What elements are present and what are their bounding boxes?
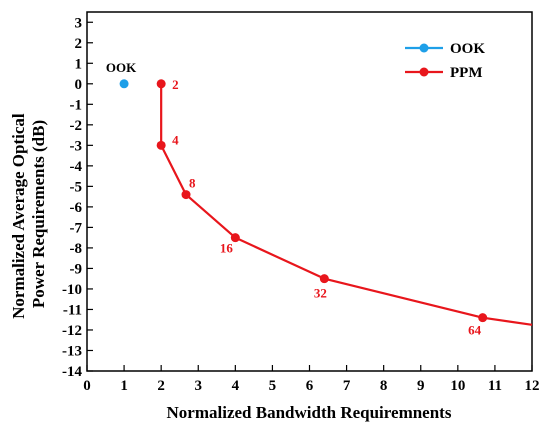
legend-label-ook: OOK [450,41,485,57]
y-tick-label: -10 [62,282,82,298]
ppm-point-label: 32 [314,286,327,301]
x-tick-label: 6 [306,378,314,394]
y-tick-label: -13 [62,343,82,359]
x-tick-label: 4 [232,378,240,394]
x-tick-label: 12 [525,378,540,394]
ook-point [119,79,129,89]
tick-marks [86,21,533,372]
x-tick-label: 9 [417,378,425,394]
y-axis-title-line-2: Power Requirements (dB) [29,120,48,308]
ppm-point [181,190,191,200]
y-tick-label: -4 [70,159,83,175]
ppm-point [478,313,488,323]
y-tick-label: -9 [70,261,83,277]
x-axis-title: Normalized Bandwidth Requiremnents [167,403,452,422]
x-tick-label: 5 [269,378,277,394]
ppm-point-label: 8 [189,176,196,191]
x-tick-label: 7 [343,378,351,394]
ppm-point [230,233,240,243]
series: 2 4 8 16 32 64 OOK [106,60,533,338]
ppm-point-label: 16 [220,241,234,256]
x-tick-label: 11 [488,378,502,394]
y-tick-label: 2 [75,36,83,52]
x-tick-label: 2 [157,378,165,394]
y-tick-label: -12 [62,323,82,339]
y-axis-title-line-1: Normalized Average Optical [9,113,28,319]
legend-label-ppm: PPM [450,65,482,81]
y-tick-label: -5 [70,179,83,195]
y-tick-labels: 3 2 1 0 -1 -2 -3 -4 -5 -6 -7 -8 -9 -10 -11 -12 -13 -14 [62,15,82,380]
ppm-point [156,79,166,89]
x-tick-label: 8 [380,378,388,394]
y-tick-label: -6 [70,200,83,216]
y-tick-label: -11 [63,302,82,318]
y-tick-label: -7 [70,220,83,236]
series-line-ppm [160,83,533,326]
y-tick-label: -1 [70,97,83,113]
ppm-point-label: 4 [172,132,179,147]
x-tick-label: 1 [120,378,128,394]
ppm-point [156,140,166,150]
y-axis-title: Normalized Average Optical Power Require… [9,109,48,319]
x-tick-label: 3 [195,378,203,394]
y-tick-label: 3 [75,15,83,31]
y-tick-label: -2 [70,118,83,134]
y-tick-label: 0 [75,77,83,93]
y-tick-label: -3 [70,138,83,154]
x-tick-labels: 0 1 2 3 4 5 6 7 8 9 10 11 12 [83,378,539,394]
ppm-point-label: 64 [468,323,482,338]
y-tick-label: 1 [75,56,83,72]
legend: OOK PPM [405,41,485,81]
ook-point-label: OOK [106,60,137,75]
ppm-point [319,274,329,284]
y-tick-label: -8 [70,241,83,257]
legend-marker-ppm [419,67,429,77]
y-tick-label: -14 [62,364,82,380]
x-tick-label: 0 [83,378,91,394]
x-tick-label: 10 [450,378,465,394]
legend-marker-ook [419,43,429,53]
ppm-point-label: 2 [172,77,179,92]
